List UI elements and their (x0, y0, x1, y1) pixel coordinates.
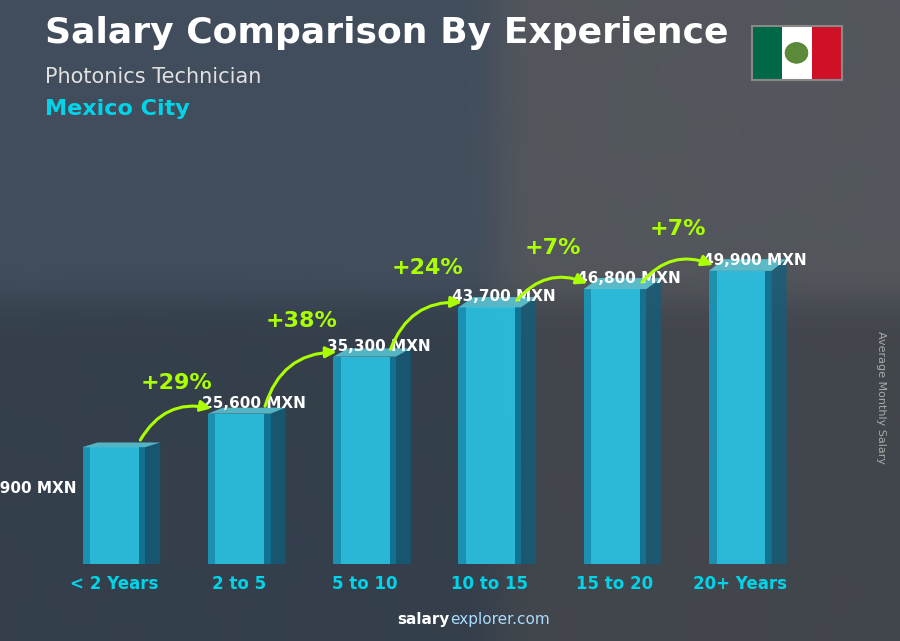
Text: 43,700 MXN: 43,700 MXN (452, 289, 556, 304)
Polygon shape (208, 413, 215, 564)
Polygon shape (271, 408, 285, 564)
Polygon shape (640, 289, 646, 564)
Polygon shape (515, 307, 521, 564)
Text: 46,800 MXN: 46,800 MXN (578, 271, 681, 286)
Polygon shape (584, 289, 646, 564)
Text: Mexico City: Mexico City (45, 99, 190, 119)
Polygon shape (208, 408, 285, 413)
Polygon shape (584, 278, 662, 289)
Polygon shape (83, 442, 160, 447)
Text: +7%: +7% (524, 238, 580, 258)
Polygon shape (139, 447, 145, 564)
Polygon shape (709, 271, 771, 564)
Text: Average Monthly Salary: Average Monthly Salary (877, 331, 886, 464)
Text: 25,600 MXN: 25,600 MXN (202, 395, 305, 411)
Text: 49,900 MXN: 49,900 MXN (703, 253, 806, 268)
Polygon shape (584, 289, 591, 564)
Polygon shape (145, 442, 160, 564)
Polygon shape (458, 297, 536, 307)
Bar (812, 26, 842, 80)
Polygon shape (709, 259, 787, 271)
Polygon shape (396, 348, 410, 564)
Polygon shape (390, 356, 396, 564)
Text: 35,300 MXN: 35,300 MXN (327, 338, 430, 354)
Polygon shape (333, 356, 341, 564)
Polygon shape (458, 307, 521, 564)
Polygon shape (83, 447, 145, 564)
Bar (781, 26, 812, 80)
Text: 19,900 MXN: 19,900 MXN (0, 481, 76, 495)
Text: Salary Comparison By Experience: Salary Comparison By Experience (45, 16, 728, 50)
Text: +38%: +38% (266, 312, 338, 331)
Polygon shape (83, 447, 90, 564)
Polygon shape (208, 413, 271, 564)
Text: Photonics Technician: Photonics Technician (45, 67, 261, 87)
Polygon shape (333, 356, 396, 564)
Circle shape (785, 42, 808, 63)
Text: +29%: +29% (140, 373, 212, 393)
Polygon shape (771, 259, 787, 564)
Bar (752, 26, 781, 80)
Polygon shape (265, 413, 271, 564)
Polygon shape (765, 271, 771, 564)
Polygon shape (333, 348, 410, 356)
Text: +24%: +24% (392, 258, 463, 278)
Polygon shape (709, 271, 716, 564)
Text: explorer.com: explorer.com (450, 612, 550, 627)
Polygon shape (521, 297, 536, 564)
Polygon shape (458, 307, 466, 564)
Text: +7%: +7% (650, 219, 706, 238)
Text: salary: salary (398, 612, 450, 627)
Polygon shape (646, 278, 662, 564)
